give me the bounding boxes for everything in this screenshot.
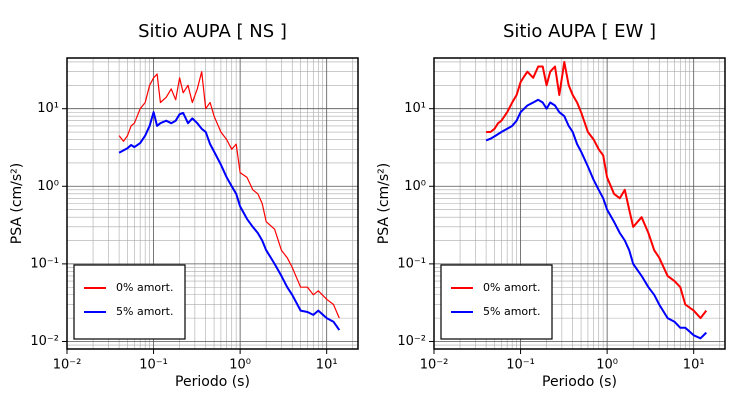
y-tick-label: 10⁰ <box>404 179 426 194</box>
y-tick-label: 10⁻¹ <box>30 256 59 271</box>
x-tick-label: 10⁻² <box>420 358 449 373</box>
x-tick-label: 10⁰ <box>229 358 251 373</box>
panel: Sitio AUPA [ EW ] 10⁻² 10⁻¹ 10⁰ 10¹ 10⁻² 10⁻¹ 1… <box>376 21 726 390</box>
x-tick-label: 10¹ <box>683 358 705 373</box>
plot-frame <box>433 57 726 350</box>
legend-label: 0% amort. <box>116 281 173 294</box>
legend-label: 0% amort. <box>483 281 540 294</box>
y-axis-label: PSA (cm/s²) <box>376 163 392 245</box>
data-line <box>485 98 708 340</box>
y-tick-label: 10¹ <box>37 101 59 116</box>
x-tick-label: 10⁰ <box>596 358 618 373</box>
y-axis-label: PSA (cm/s²) <box>9 163 25 245</box>
x-axis-label: Periodo (s) <box>175 374 250 390</box>
y-tick-label: 10⁻¹ <box>397 256 426 271</box>
x-tick-label: 10⁻¹ <box>506 358 535 373</box>
legend-label: 5% amort. <box>116 305 173 318</box>
y-tick-label: 10⁻² <box>397 334 426 349</box>
plot-frame <box>66 57 359 350</box>
y-tick-label: 10⁻² <box>30 334 59 349</box>
data-line <box>118 111 341 331</box>
legend-box <box>73 264 186 340</box>
x-tick-label: 10⁻² <box>53 358 82 373</box>
x-tick-label: 10⁻¹ <box>139 358 168 373</box>
legend-label: 5% amort. <box>483 305 540 318</box>
x-axis-label: Periodo (s) <box>542 374 617 390</box>
legend-box <box>440 264 553 340</box>
data-line <box>118 71 340 319</box>
data-line <box>486 61 708 320</box>
panel: Sitio AUPA [ NS ] 10⁻² 10⁻¹ 10⁰ 10¹ 10⁻² 10⁻¹ 1… <box>9 21 359 390</box>
x-tick-label: 10¹ <box>316 358 338 373</box>
y-tick-label: 10¹ <box>404 101 426 116</box>
chart-title: Sitio AUPA [ NS ] <box>138 21 287 42</box>
y-tick-label: 10⁰ <box>37 179 59 194</box>
chart-title: Sitio AUPA [ EW ] <box>503 21 656 42</box>
